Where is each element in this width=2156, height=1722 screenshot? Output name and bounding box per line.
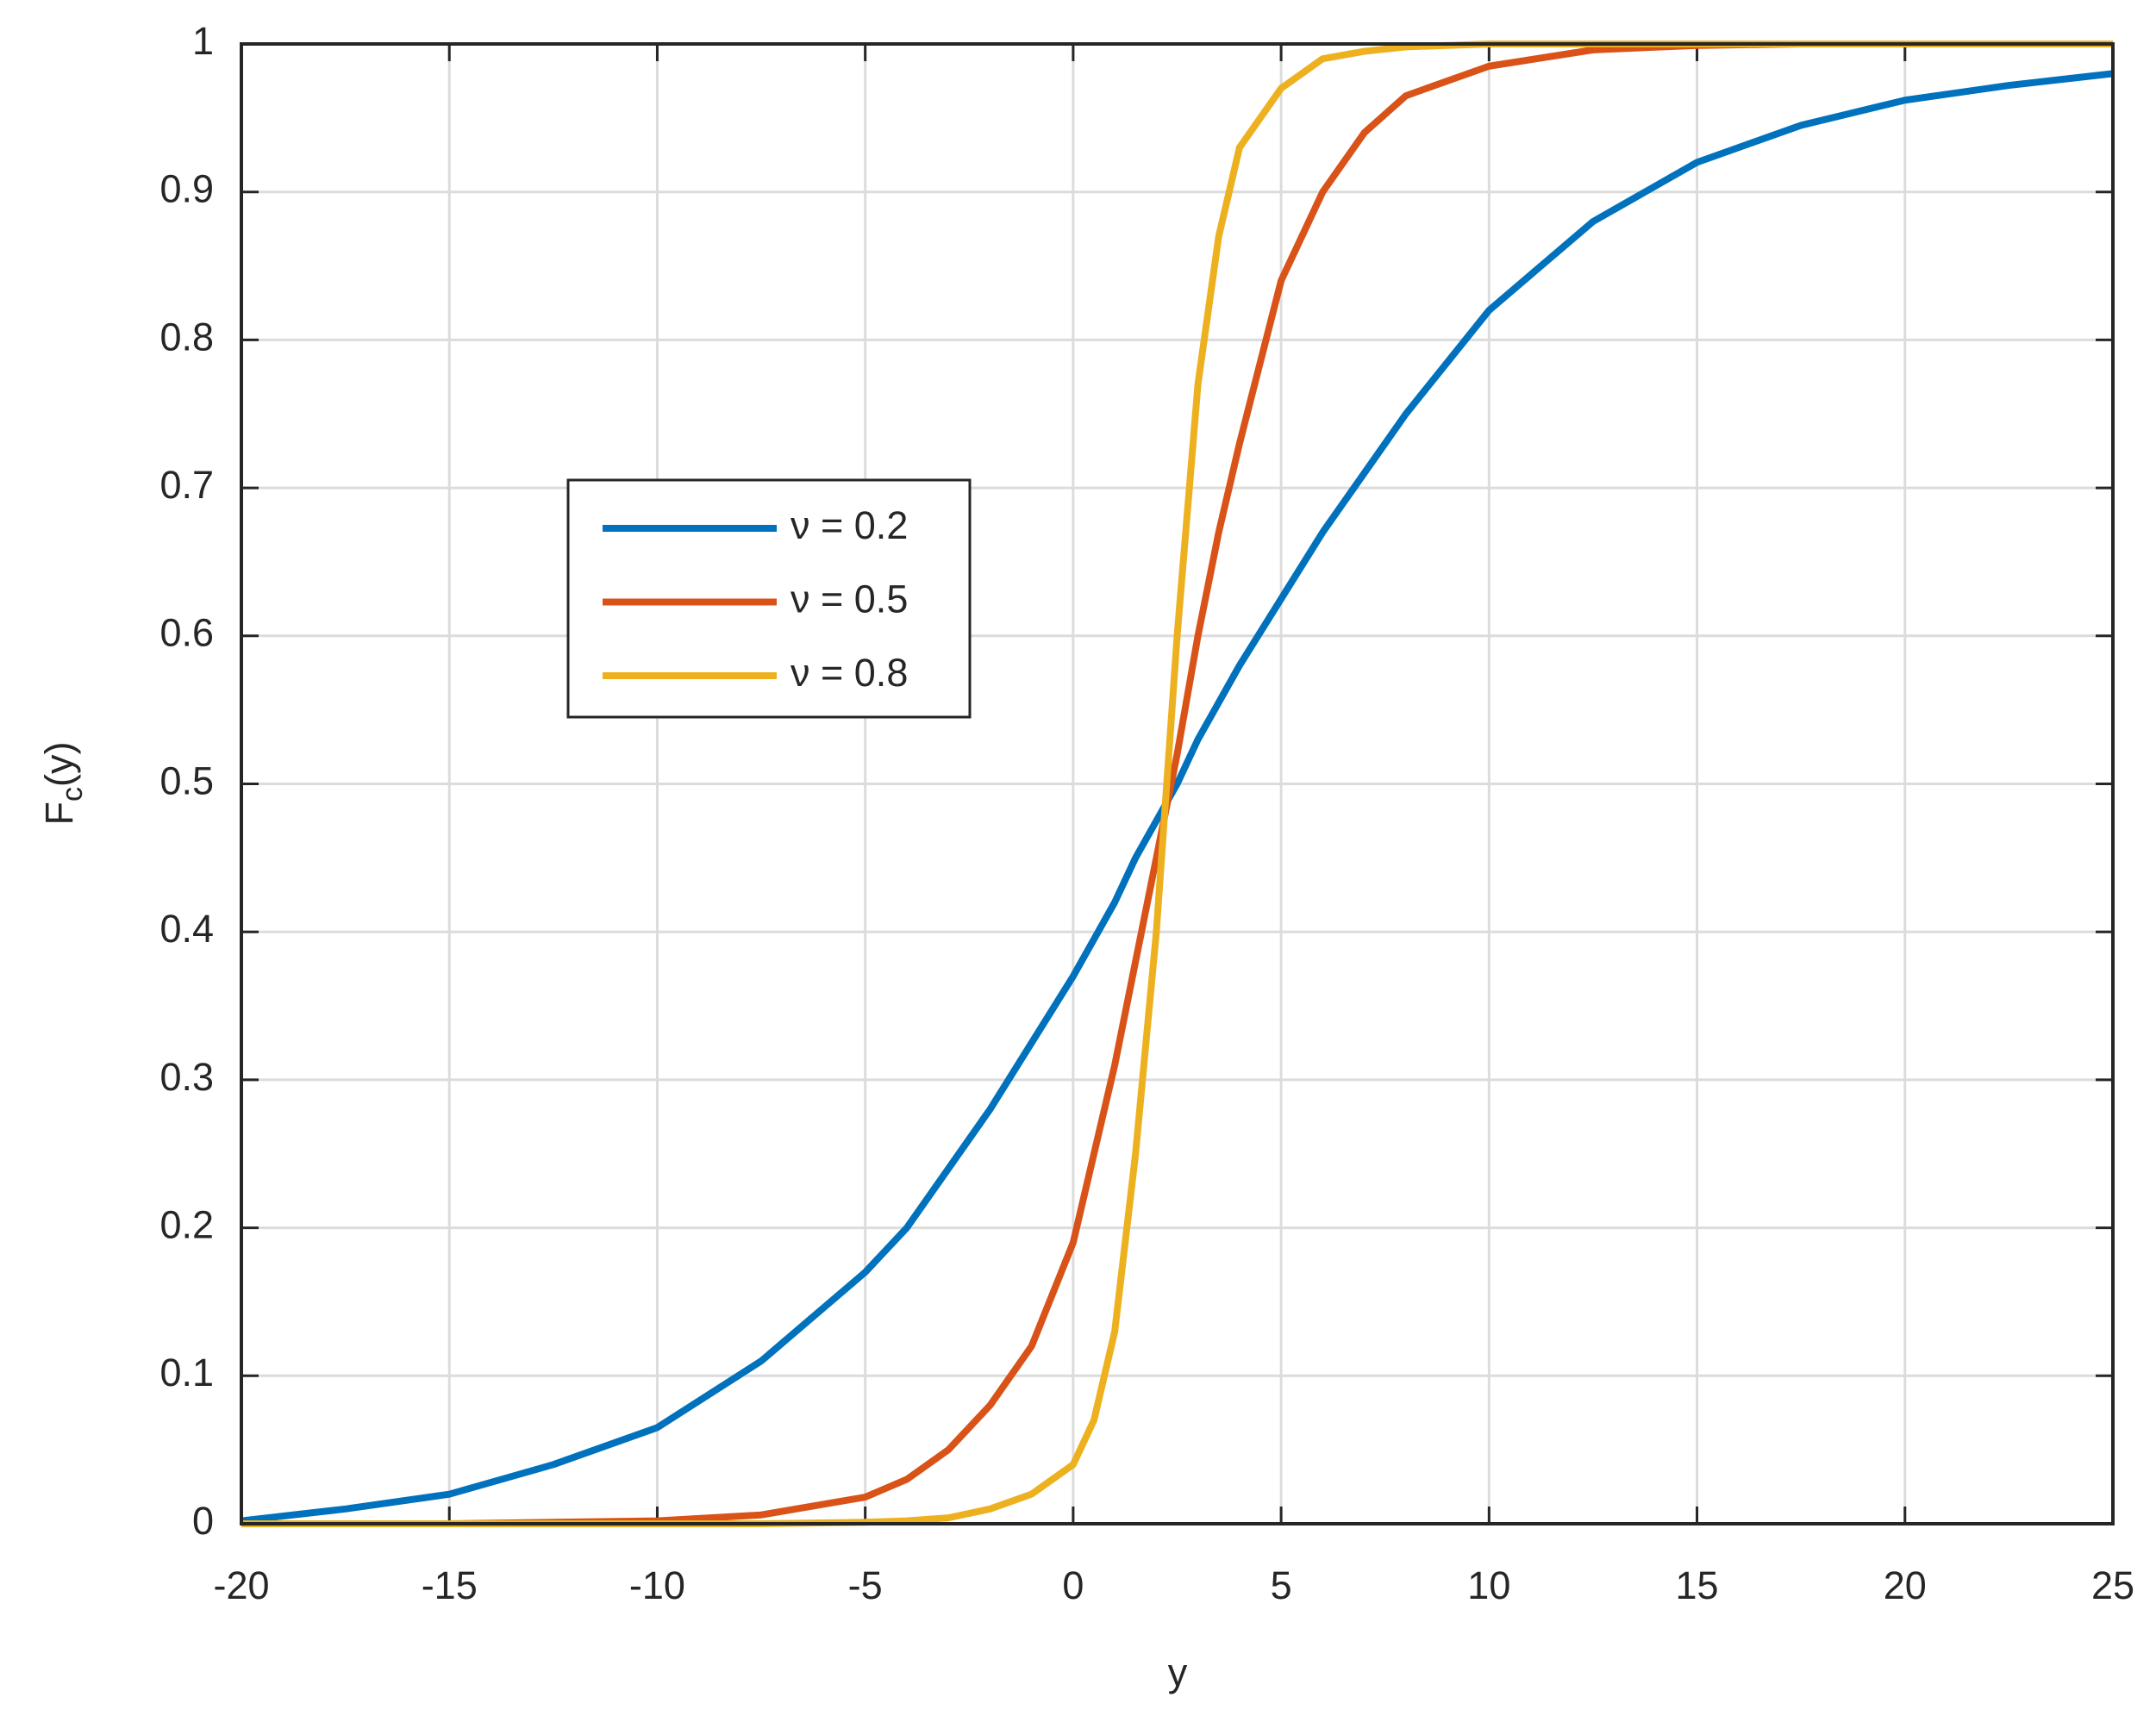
y-label-main: F [37,802,81,826]
x-tick-label: 5 [1271,1563,1292,1607]
legend-label: ν = 0.2 [791,503,908,547]
legend-label: ν = 0.8 [791,651,908,695]
x-tick-label: -5 [848,1563,883,1607]
y-axis-label: Fc(y) [37,742,89,826]
x-tick-label: 10 [1467,1563,1510,1607]
y-tick-label: 0 [192,1499,214,1543]
x-tick-label: 20 [1884,1563,1927,1607]
series-line [241,70,2114,1525]
y-tick-label: 0.3 [159,1055,214,1099]
x-tick-label: -20 [213,1563,269,1607]
axes-box [240,42,2115,1525]
y-label-rest: (y) [37,742,81,787]
x-tick-label: 25 [2091,1563,2134,1607]
x-tick-label: -10 [629,1563,685,1607]
legend-label: ν = 0.5 [791,577,908,621]
x-tick-label: -15 [422,1563,478,1607]
y-tick-label: 0.4 [159,907,214,951]
y-label-sub: c [56,787,89,802]
x-tick-label: 0 [1062,1563,1084,1607]
y-tick-label: 0.5 [159,758,214,802]
x-axis-label: y [1168,1650,1188,1694]
y-tick-label: 0.8 [159,315,214,359]
series-line [241,41,2113,1527]
y-tick-label: 0.9 [159,167,214,211]
y-tick-label: 1 [192,19,214,63]
y-tick-label: 0.2 [159,1202,214,1246]
x-tick-label: 15 [1676,1563,1719,1607]
y-tick-label: 0.1 [159,1351,214,1394]
y-tick-label: 0.7 [159,463,214,507]
y-tick-label: 0.6 [159,611,214,655]
